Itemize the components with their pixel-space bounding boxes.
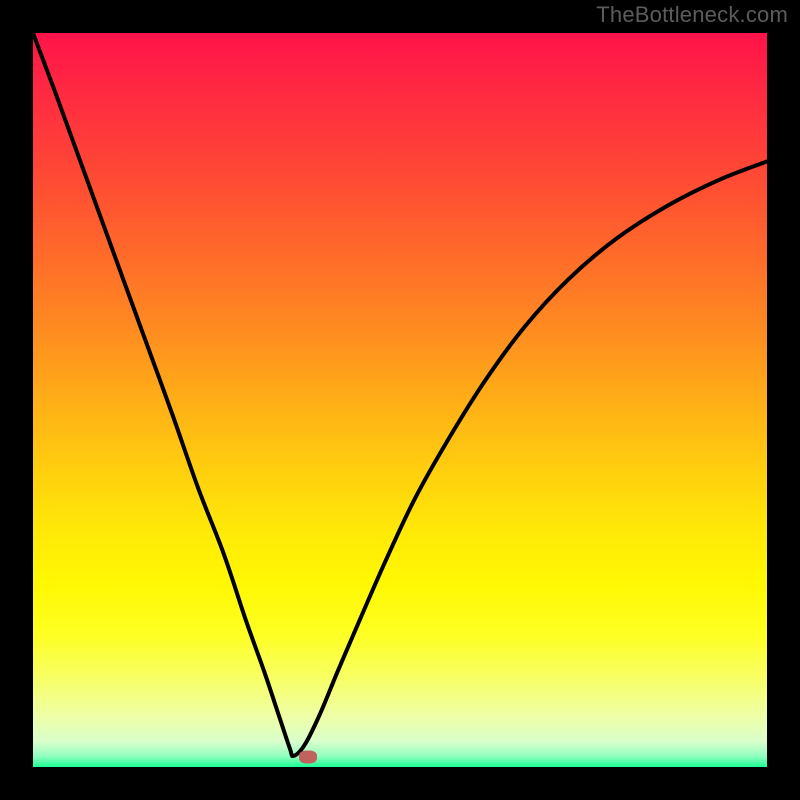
watermark-text: TheBottleneck.com (596, 2, 788, 28)
chart-stage: TheBottleneck.com (0, 0, 800, 800)
plot-area (33, 33, 767, 767)
gradient-background (33, 33, 767, 767)
optimum-marker (299, 751, 317, 764)
